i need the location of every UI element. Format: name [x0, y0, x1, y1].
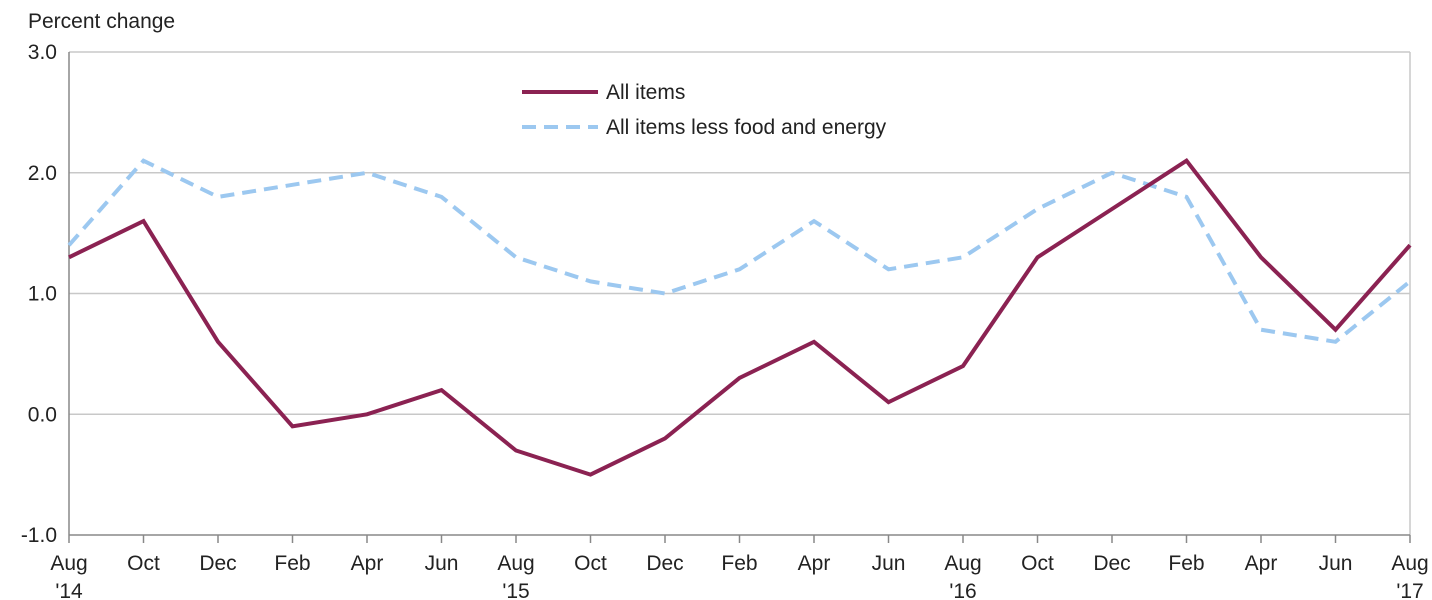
- x-tick-label: Feb: [274, 552, 310, 575]
- x-tick-label: Apr: [351, 552, 384, 575]
- x-tick-label: Aug: [944, 552, 981, 575]
- x-tick-label: Jun: [425, 552, 459, 575]
- x-tick-label: Dec: [646, 552, 683, 575]
- x-tick-label: Oct: [1021, 552, 1054, 575]
- legend: All items All items less food and energy: [522, 81, 887, 139]
- x-tick-label: Aug: [50, 552, 87, 575]
- x-tick-label: Dec: [1093, 552, 1130, 575]
- y-axis-ticks: 3.0 2.0 1.0 0.0 -1.0: [21, 41, 57, 547]
- x-tick-year-label: '15: [502, 580, 529, 600]
- y-tick-label: 0.0: [28, 403, 57, 426]
- x-tick-label: Jun: [1319, 552, 1353, 575]
- y-tick-label: -1.0: [21, 524, 57, 547]
- x-axis-ticks: Aug '14 Oct Dec Feb Apr Jun Aug '15 Oct Dec Feb Apr J…: [50, 535, 1429, 600]
- x-tick-label: Aug: [497, 552, 534, 575]
- legend-label: All items: [606, 81, 685, 104]
- series-line-all-items: [68, 158, 1412, 477]
- x-tick-label: Apr: [798, 552, 831, 575]
- x-tick-label: Oct: [574, 552, 607, 575]
- y-tick-label: 1.0: [28, 283, 57, 306]
- x-tick-label: Aug: [1391, 552, 1428, 575]
- x-tick-label: Dec: [199, 552, 236, 575]
- x-tick-year-label: '17: [1396, 580, 1423, 600]
- series-lines: [67, 158, 1412, 477]
- gridlines: [69, 51, 1410, 415]
- y-tick-label: 2.0: [28, 162, 57, 185]
- y-tick-label: 3.0: [28, 41, 57, 64]
- x-tick-label: Feb: [721, 552, 757, 575]
- x-tick-year-label: '16: [949, 580, 976, 600]
- x-tick-label: Feb: [1168, 552, 1204, 575]
- x-tick-label: Apr: [1245, 552, 1278, 575]
- y-axis-title: Percent change: [28, 10, 175, 33]
- x-tick-label: Oct: [127, 552, 160, 575]
- legend-label: All items less food and energy: [606, 116, 887, 139]
- x-tick-year-label: '14: [55, 580, 83, 600]
- x-tick-label: Jun: [872, 552, 906, 575]
